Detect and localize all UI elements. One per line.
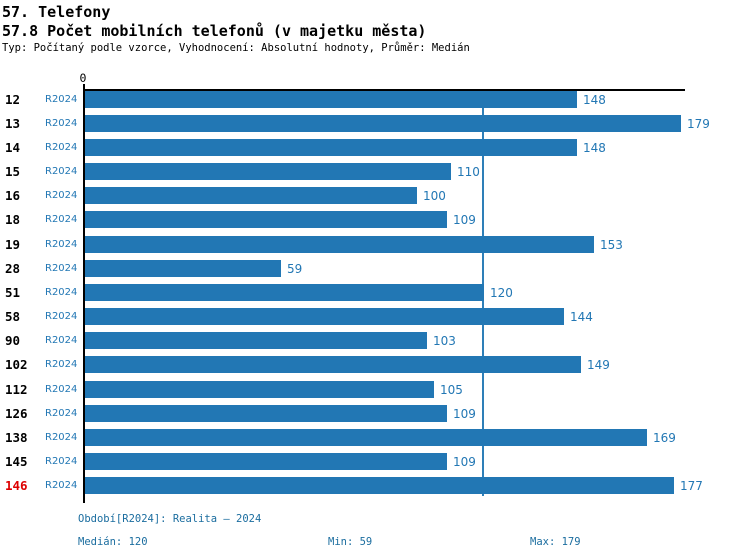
bar-value-label: 103 (433, 334, 456, 348)
bar (85, 91, 577, 108)
bar-value-label: 109 (453, 213, 476, 227)
row-series-label: R2024 (45, 166, 78, 177)
row-series-label: R2024 (45, 359, 78, 370)
row-series-label: R2024 (45, 480, 78, 491)
row-category-label: 18 (5, 212, 21, 227)
row-category-label: 145 (5, 454, 28, 469)
bar (85, 163, 451, 180)
row-category-label: 51 (5, 285, 21, 300)
bar-value-label: 153 (600, 238, 623, 252)
row-category-label: 13 (5, 116, 21, 131)
bar-value-label: 100 (423, 189, 446, 203)
row-series-label: R2024 (45, 263, 78, 274)
axis-zero-tick-label: 0 (79, 71, 87, 85)
row-series-label: R2024 (45, 94, 78, 105)
row-category-label: 14 (5, 140, 21, 155)
bar-value-label: 148 (583, 141, 606, 155)
row-series-label: R2024 (45, 456, 78, 467)
row-series-label: R2024 (45, 214, 78, 225)
bar (85, 429, 647, 446)
row-series-label: R2024 (45, 432, 78, 443)
indicator-title: 57.8 Počet mobilních telefonů (v majetku… (2, 22, 427, 40)
row-category-label: 58 (5, 309, 21, 324)
bar-value-label: 148 (583, 93, 606, 107)
median-label: Medián: 120 (78, 536, 148, 548)
bar (85, 211, 447, 228)
min-label: Min: 59 (328, 536, 373, 548)
period-label: Období[R2024]: Realita – 2024 (78, 513, 262, 525)
bar (85, 187, 417, 204)
row-series-label: R2024 (45, 335, 78, 346)
bar-value-label: 109 (453, 455, 476, 469)
row-series-label: R2024 (45, 190, 78, 201)
bar (85, 115, 681, 132)
row-series-label: R2024 (45, 384, 78, 395)
bar (85, 453, 447, 470)
bar (85, 405, 447, 422)
bar-value-label: 144 (570, 310, 593, 324)
row-category-label: 12 (5, 92, 21, 107)
bar (85, 139, 577, 156)
bar-value-label: 110 (457, 165, 480, 179)
row-category-label: 138 (5, 430, 28, 445)
bar-value-label: 105 (440, 383, 463, 397)
bar-value-label: 109 (453, 407, 476, 421)
bar (85, 308, 564, 325)
indicator-meta: Typ: Počítaný podle vzorce, Vyhodnocení:… (2, 42, 470, 54)
y-axis-line (83, 84, 85, 503)
bar-value-label: 169 (653, 431, 676, 445)
row-category-label: 126 (5, 406, 28, 421)
row-category-label: 102 (5, 357, 28, 372)
row-series-label: R2024 (45, 311, 78, 322)
bar (85, 332, 427, 349)
row-series-label: R2024 (45, 239, 78, 250)
row-series-label: R2024 (45, 408, 78, 419)
page-title: 57. Telefony (2, 3, 111, 21)
row-category-label: 16 (5, 188, 21, 203)
bar-value-label: 120 (490, 286, 513, 300)
row-category-label: 15 (5, 164, 21, 179)
row-series-label: R2024 (45, 118, 78, 129)
bar (85, 356, 581, 373)
bar (85, 381, 434, 398)
row-category-label: 28 (5, 261, 21, 276)
row-category-label: 19 (5, 237, 21, 252)
row-category-label: 146 (5, 478, 28, 493)
bar-value-label: 177 (680, 479, 703, 493)
bar (85, 477, 674, 494)
row-category-label: 112 (5, 382, 28, 397)
bar (85, 236, 594, 253)
row-series-label: R2024 (45, 287, 78, 298)
row-series-label: R2024 (45, 142, 78, 153)
bar (85, 260, 281, 277)
bar (85, 284, 484, 301)
bar-value-label: 149 (587, 358, 610, 372)
bar-value-label: 59 (287, 262, 303, 276)
x-axis-line (83, 89, 685, 91)
row-category-label: 90 (5, 333, 21, 348)
max-label: Max: 179 (530, 536, 581, 548)
bar-value-label: 179 (687, 117, 710, 131)
